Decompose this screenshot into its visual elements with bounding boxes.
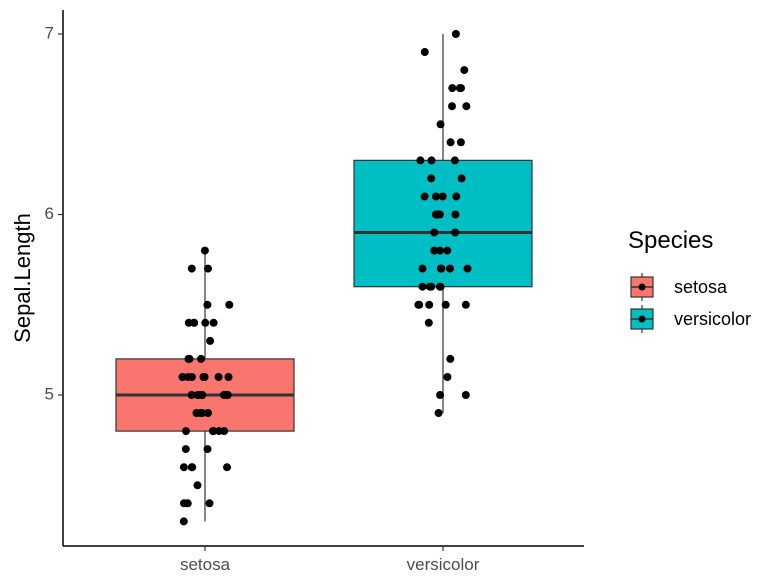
data-point (432, 192, 440, 201)
legend: Species setosa versicolor (628, 227, 751, 333)
legend-item-setosa: setosa (630, 273, 728, 301)
data-point (198, 409, 207, 417)
data-point (425, 300, 434, 309)
data-point (416, 156, 425, 165)
plot-area (115, 30, 533, 526)
data-point (418, 264, 427, 273)
data-point (200, 246, 209, 255)
data-point (223, 463, 231, 472)
box-group-setosa (115, 246, 295, 526)
data-point (418, 282, 427, 291)
data-point (460, 66, 469, 75)
data-point (446, 354, 455, 363)
data-point (436, 282, 445, 291)
data-point (420, 48, 429, 56)
data-point (179, 517, 188, 526)
data-point (452, 192, 461, 201)
legend-title: Species (628, 227, 713, 254)
legend-item-versicolor: versicolor (630, 305, 751, 333)
data-point (206, 336, 215, 345)
data-point (214, 373, 223, 381)
data-point (205, 499, 214, 508)
data-point (457, 174, 466, 183)
data-point (427, 282, 436, 291)
y-tick-label: 7 (45, 23, 54, 42)
data-point (461, 391, 470, 399)
data-point (209, 427, 218, 436)
data-point (448, 102, 456, 111)
data-point (222, 391, 231, 399)
data-point (430, 246, 439, 255)
data-point (427, 174, 436, 183)
data-point (427, 156, 436, 165)
data-point (182, 427, 190, 436)
data-point (181, 445, 190, 454)
data-point (180, 499, 188, 508)
data-point (179, 463, 188, 472)
data-point (193, 481, 202, 490)
data-point (209, 318, 218, 327)
data-point (178, 373, 187, 381)
data-point (450, 156, 459, 165)
data-point (424, 318, 433, 327)
legend-key-point (638, 283, 646, 291)
data-point (224, 373, 233, 381)
box-group-versicolor (353, 30, 533, 417)
data-point (456, 138, 465, 147)
data-point (203, 445, 212, 454)
data-point (434, 409, 443, 417)
data-point (187, 264, 196, 273)
data-point (446, 138, 455, 147)
data-point (225, 300, 234, 309)
data-point (441, 300, 450, 309)
data-point (204, 264, 212, 273)
y-tick-label: 6 (45, 204, 54, 223)
data-point (203, 300, 212, 309)
legend-label-setosa: setosa (674, 277, 728, 297)
data-point (451, 228, 460, 237)
data-point (457, 84, 465, 93)
data-point (436, 120, 445, 129)
data-point (443, 373, 452, 381)
data-point (187, 373, 196, 381)
data-point (436, 246, 444, 255)
legend-key-point (638, 315, 646, 323)
data-point (196, 391, 205, 399)
data-point (433, 210, 442, 219)
data-point (451, 210, 460, 219)
data-point (436, 391, 445, 399)
data-point (451, 30, 460, 38)
data-point (462, 102, 471, 111)
x-tick-label-setosa: setosa (180, 555, 231, 574)
data-point (201, 318, 210, 327)
data-point (446, 264, 454, 273)
x-tick-label-versicolor: versicolor (407, 555, 480, 574)
data-point (463, 264, 472, 273)
y-tick-label: 5 (45, 384, 54, 403)
data-point (420, 192, 429, 201)
data-point (204, 409, 212, 417)
y-axis-title: Sepal.Length (10, 213, 35, 343)
data-point (414, 300, 423, 309)
data-point (443, 246, 452, 255)
data-point (438, 192, 447, 201)
x-axis-ticks: setosa versicolor (180, 546, 480, 574)
data-point (187, 391, 196, 399)
data-point (437, 264, 446, 273)
data-point (197, 354, 205, 363)
data-point (187, 463, 196, 472)
data-point (220, 427, 229, 436)
data-point (461, 300, 470, 309)
y-axis-ticks: 5 6 7 (45, 23, 63, 403)
data-point (184, 354, 193, 363)
data-point (190, 318, 198, 327)
data-point (448, 84, 457, 93)
data-point (430, 228, 439, 237)
data-point (199, 373, 208, 381)
legend-label-versicolor: versicolor (674, 309, 751, 329)
data-point (192, 409, 201, 417)
